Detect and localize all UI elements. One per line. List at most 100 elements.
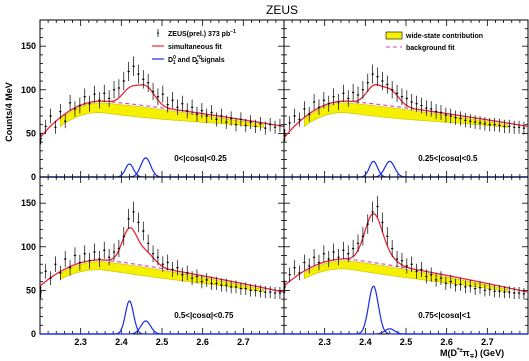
- data-point: [171, 261, 174, 277]
- data-point: [132, 201, 135, 223]
- y-tick-label-zero: 0: [31, 329, 36, 339]
- data-marker: [239, 287, 242, 290]
- data-marker: [361, 235, 364, 238]
- data-point: [439, 104, 443, 120]
- data-point: [117, 79, 121, 97]
- data-marker: [200, 280, 203, 283]
- data-point: [298, 265, 301, 281]
- data-marker: [449, 280, 452, 283]
- x-axis-label-sub: ∓: [470, 354, 475, 360]
- data-point: [405, 258, 409, 274]
- data-point: [220, 108, 223, 124]
- x-ticks: [47, 177, 277, 334]
- data-point: [459, 111, 462, 126]
- data-marker: [376, 75, 379, 78]
- data-point: [459, 277, 462, 291]
- data-point: [493, 117, 496, 132]
- y-tick-label-zero: 0: [31, 172, 36, 182]
- data-point: [405, 90, 409, 107]
- data-point: [434, 273, 438, 287]
- data-marker: [498, 290, 501, 293]
- data-marker: [420, 104, 423, 107]
- data-point: [195, 106, 199, 122]
- data-point: [268, 286, 272, 299]
- data-marker: [127, 217, 130, 220]
- legend-data-label: ZEUS(prel.) 373 pb−1: [168, 29, 236, 38]
- data-marker: [176, 266, 179, 269]
- data-point: [200, 274, 204, 289]
- x-axis-label: M(D*±π∓) (GeV): [440, 348, 504, 360]
- data-marker: [469, 120, 472, 123]
- data-marker: [327, 258, 330, 260]
- data-marker: [391, 88, 394, 91]
- panel-range-label: 0<|cosα|<0.25: [174, 154, 227, 163]
- data-marker: [430, 273, 433, 276]
- panel-range-label: 0.25<|cosα|<0.5: [418, 154, 478, 163]
- data-points: [283, 196, 526, 300]
- data-marker: [483, 289, 486, 292]
- data-point: [39, 286, 43, 299]
- data-marker: [230, 117, 233, 120]
- panel-frame: [283, 176, 529, 335]
- data-marker: [298, 118, 301, 121]
- panel-2: 0.25<|cosα|<0.5 wide-state contribution ba…: [283, 19, 529, 178]
- data-marker: [249, 121, 252, 123]
- data-point: [444, 107, 448, 123]
- data-marker: [498, 124, 501, 127]
- data-marker: [523, 292, 525, 295]
- data-marker: [518, 126, 520, 129]
- data-point: [239, 112, 243, 127]
- data-point: [78, 97, 82, 114]
- data-point: [54, 256, 57, 273]
- data-marker: [59, 110, 62, 113]
- data-marker: [386, 235, 389, 238]
- data-marker: [474, 287, 477, 290]
- data-marker: [313, 101, 315, 103]
- x-tick-label: 2.7: [237, 337, 250, 347]
- panel-frame: [39, 176, 285, 335]
- data-marker: [152, 252, 154, 255]
- legend-left: ZEUS(prel.) 373 pb−1 simultaneous fit D0 1 …: [152, 29, 236, 66]
- data-point: [517, 287, 521, 299]
- legend-signal-mid: and D: [176, 57, 197, 64]
- data-point: [464, 280, 467, 294]
- data-point: [44, 119, 47, 134]
- data-marker: [357, 242, 359, 245]
- data-point: [171, 92, 174, 109]
- data-point: [249, 284, 252, 297]
- data-marker: [103, 92, 106, 95]
- data-marker: [523, 127, 525, 130]
- data-point: [366, 214, 369, 234]
- data-point: [356, 86, 360, 104]
- data-marker: [508, 125, 511, 128]
- data-marker: [108, 256, 111, 259]
- data-marker: [288, 273, 291, 276]
- data-point: [186, 103, 189, 119]
- data-marker: [83, 252, 86, 255]
- data-marker: [39, 291, 42, 294]
- data-marker: [493, 290, 496, 293]
- data-point: [332, 243, 335, 261]
- data-point: [283, 280, 287, 294]
- x-tick-label: 2.4: [115, 337, 128, 347]
- data-marker: [513, 126, 516, 129]
- data-marker: [464, 119, 467, 122]
- data-point: [244, 118, 247, 133]
- data-point: [103, 241, 106, 259]
- data-point: [395, 250, 399, 268]
- data-marker: [210, 282, 213, 285]
- x-tick-label: 2.6: [440, 337, 453, 347]
- y-ticks: [40, 28, 284, 169]
- data-marker: [274, 292, 276, 294]
- data-point: [176, 99, 179, 116]
- data-point: [225, 115, 228, 129]
- data-marker: [366, 223, 369, 226]
- data-marker: [44, 270, 47, 273]
- y-ticks: [284, 185, 528, 326]
- data-point: [342, 84, 345, 102]
- data-marker: [93, 251, 96, 253]
- data-point: [400, 252, 404, 269]
- legend-wide-swatch: [385, 31, 403, 40]
- data-points: [39, 201, 282, 299]
